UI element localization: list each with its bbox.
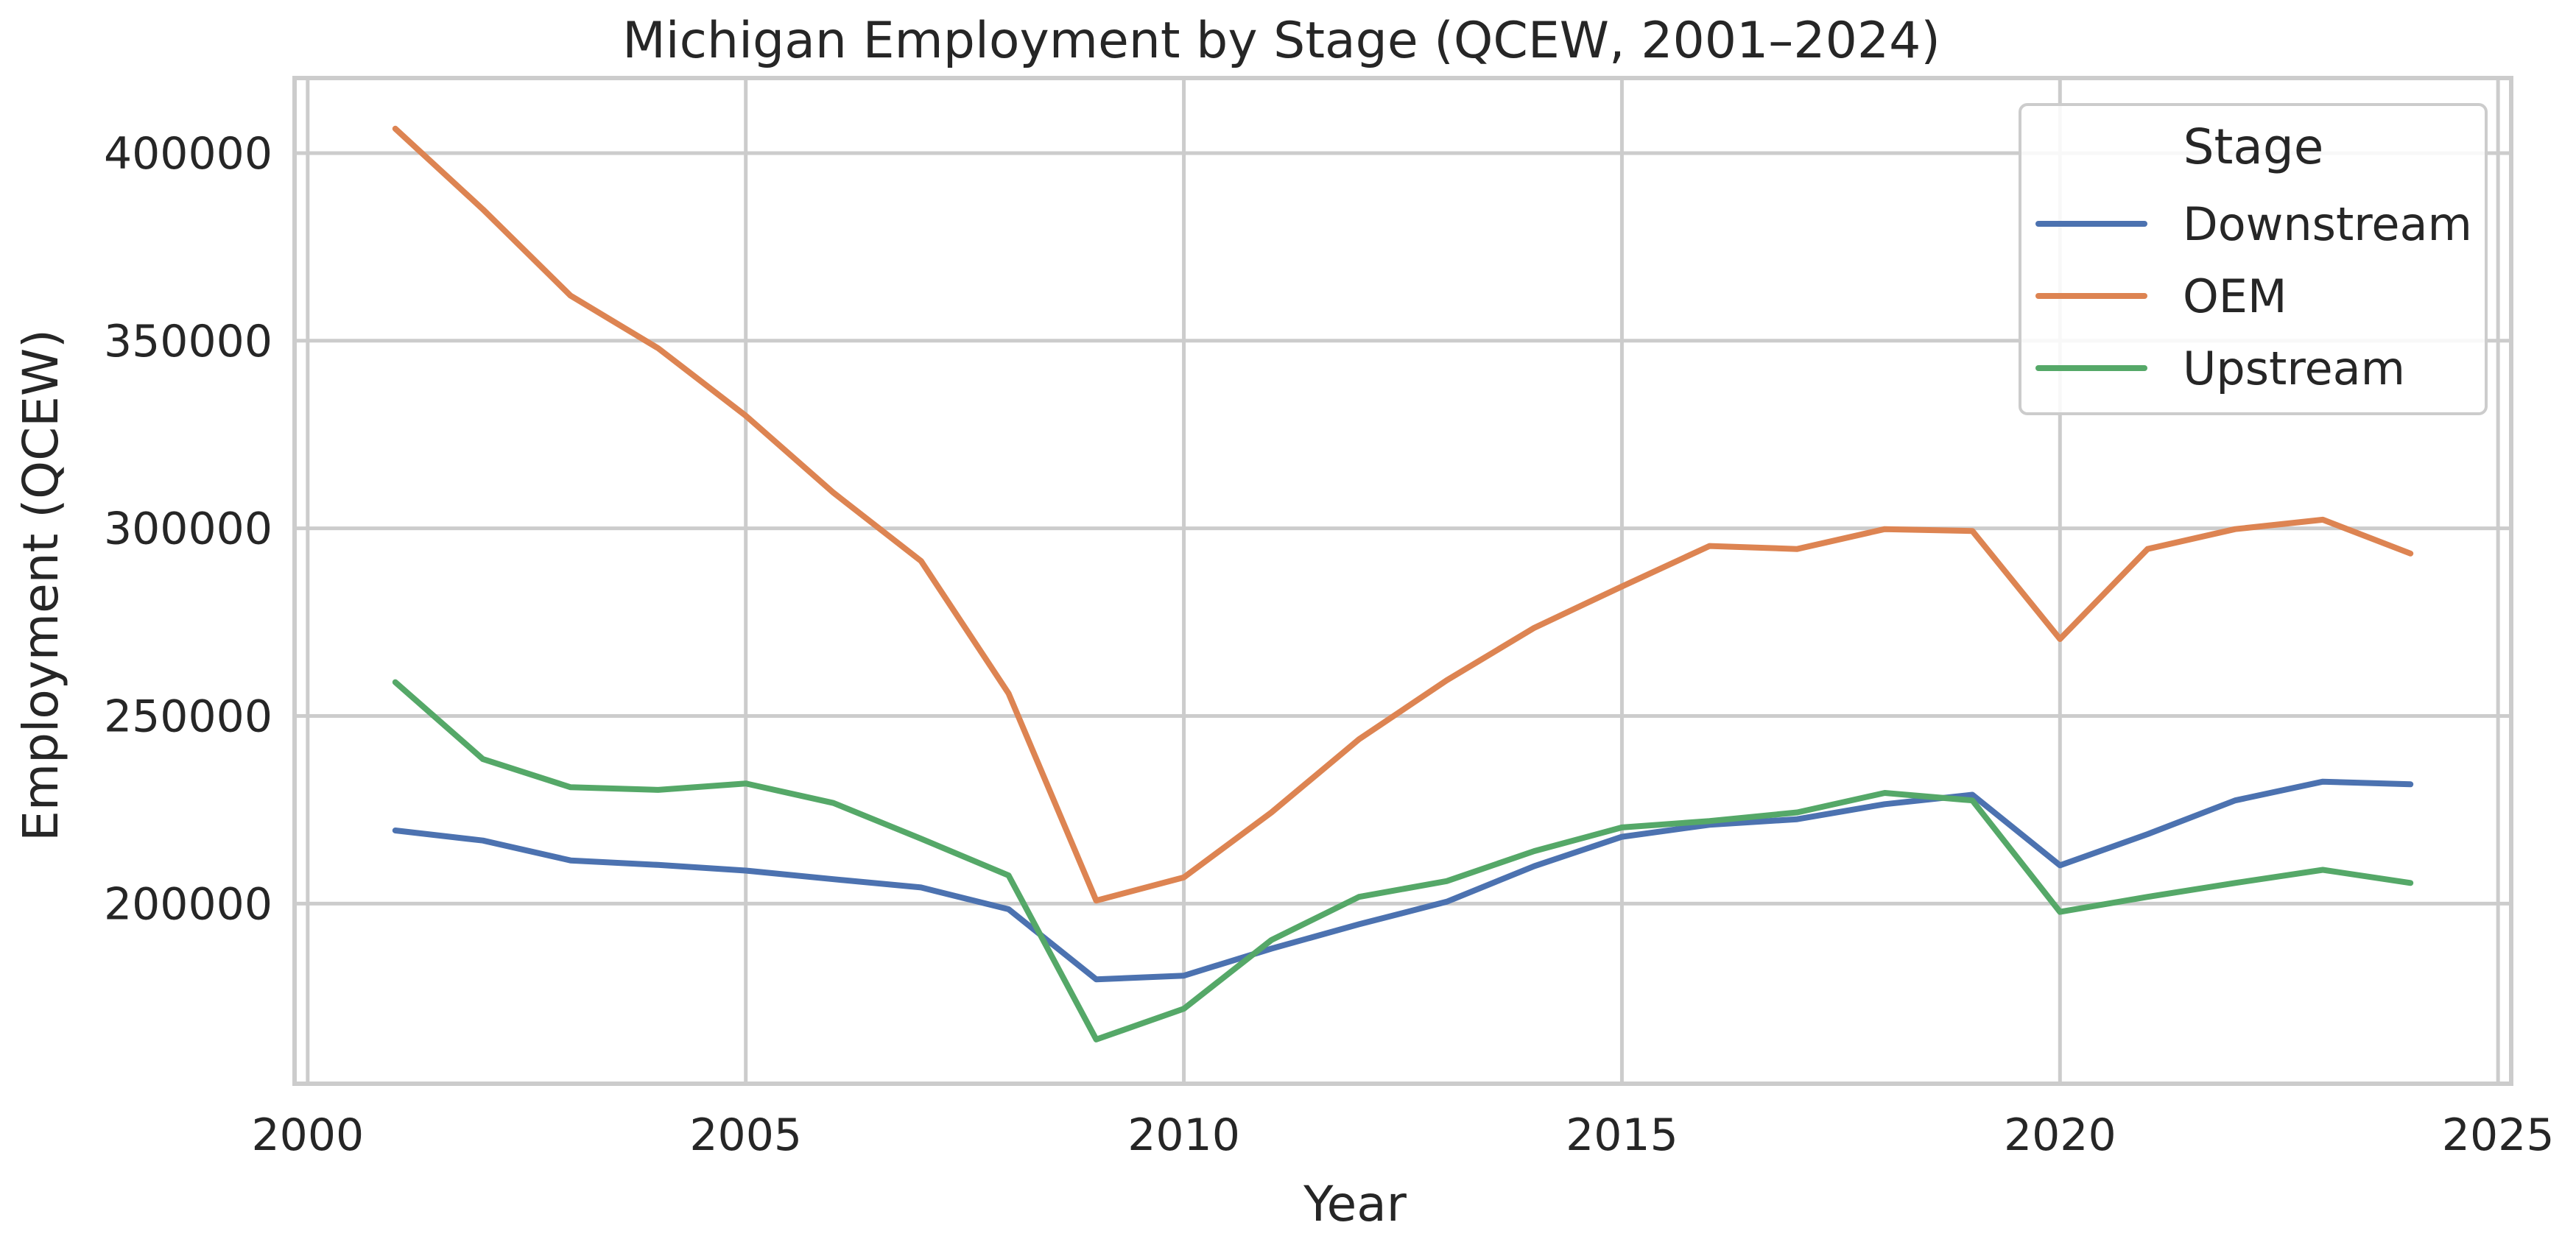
- legend: Stage Downstream OEM Upstream: [2019, 103, 2488, 415]
- y-tick-labels: 200000 250000 300000 350000 400000: [104, 128, 272, 930]
- x-tick-label: 2010: [1127, 1109, 1240, 1161]
- y-axis-label: Employment (QCEW): [13, 329, 69, 842]
- y-tick-label: 200000: [104, 878, 272, 930]
- legend-items: Downstream OEM Upstream: [2035, 197, 2472, 395]
- plot-frame: [292, 76, 2513, 1086]
- legend-box: [2019, 103, 2488, 415]
- legend-label-upstream: Upstream: [2183, 342, 2405, 395]
- legend-title: Stage: [2183, 119, 2324, 175]
- x-tick-label: 2000: [251, 1109, 364, 1161]
- y-tick-label: 300000: [104, 504, 272, 555]
- series-line-upstream: [392, 679, 2414, 1042]
- series-line-downstream: [392, 778, 2414, 983]
- x-tick-label: 2020: [2004, 1109, 2116, 1161]
- series-lines: [392, 125, 2414, 1042]
- legend-label-downstream: Downstream: [2183, 197, 2472, 251]
- legend-label-oem: OEM: [2183, 269, 2287, 323]
- x-tick-labels: 2000 2005 2010 2015 2020 2025: [251, 1109, 2554, 1161]
- y-tick-label: 250000: [104, 691, 272, 742]
- x-axis-label: Year: [1303, 1176, 1407, 1232]
- y-tick-label: 350000: [104, 316, 272, 367]
- x-tick-label: 2015: [1566, 1109, 1678, 1161]
- x-tick-label: 2005: [689, 1109, 802, 1161]
- x-tick-label: 2025: [2442, 1109, 2555, 1161]
- series-line-oem: [392, 125, 2414, 904]
- y-tick-label: 400000: [104, 128, 272, 180]
- chart-title: Michigan Employment by Stage (QCEW, 2001…: [622, 12, 1940, 70]
